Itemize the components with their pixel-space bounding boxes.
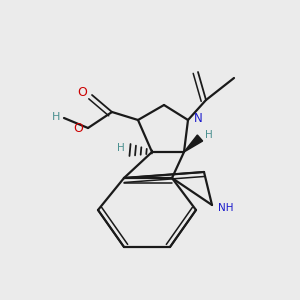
Text: H: H — [117, 143, 125, 153]
Polygon shape — [184, 135, 203, 152]
Text: NH: NH — [218, 203, 233, 213]
Text: O: O — [77, 86, 87, 100]
Text: O: O — [73, 122, 83, 136]
Text: N: N — [194, 112, 203, 124]
Text: H: H — [205, 130, 213, 140]
Text: H: H — [52, 112, 60, 122]
